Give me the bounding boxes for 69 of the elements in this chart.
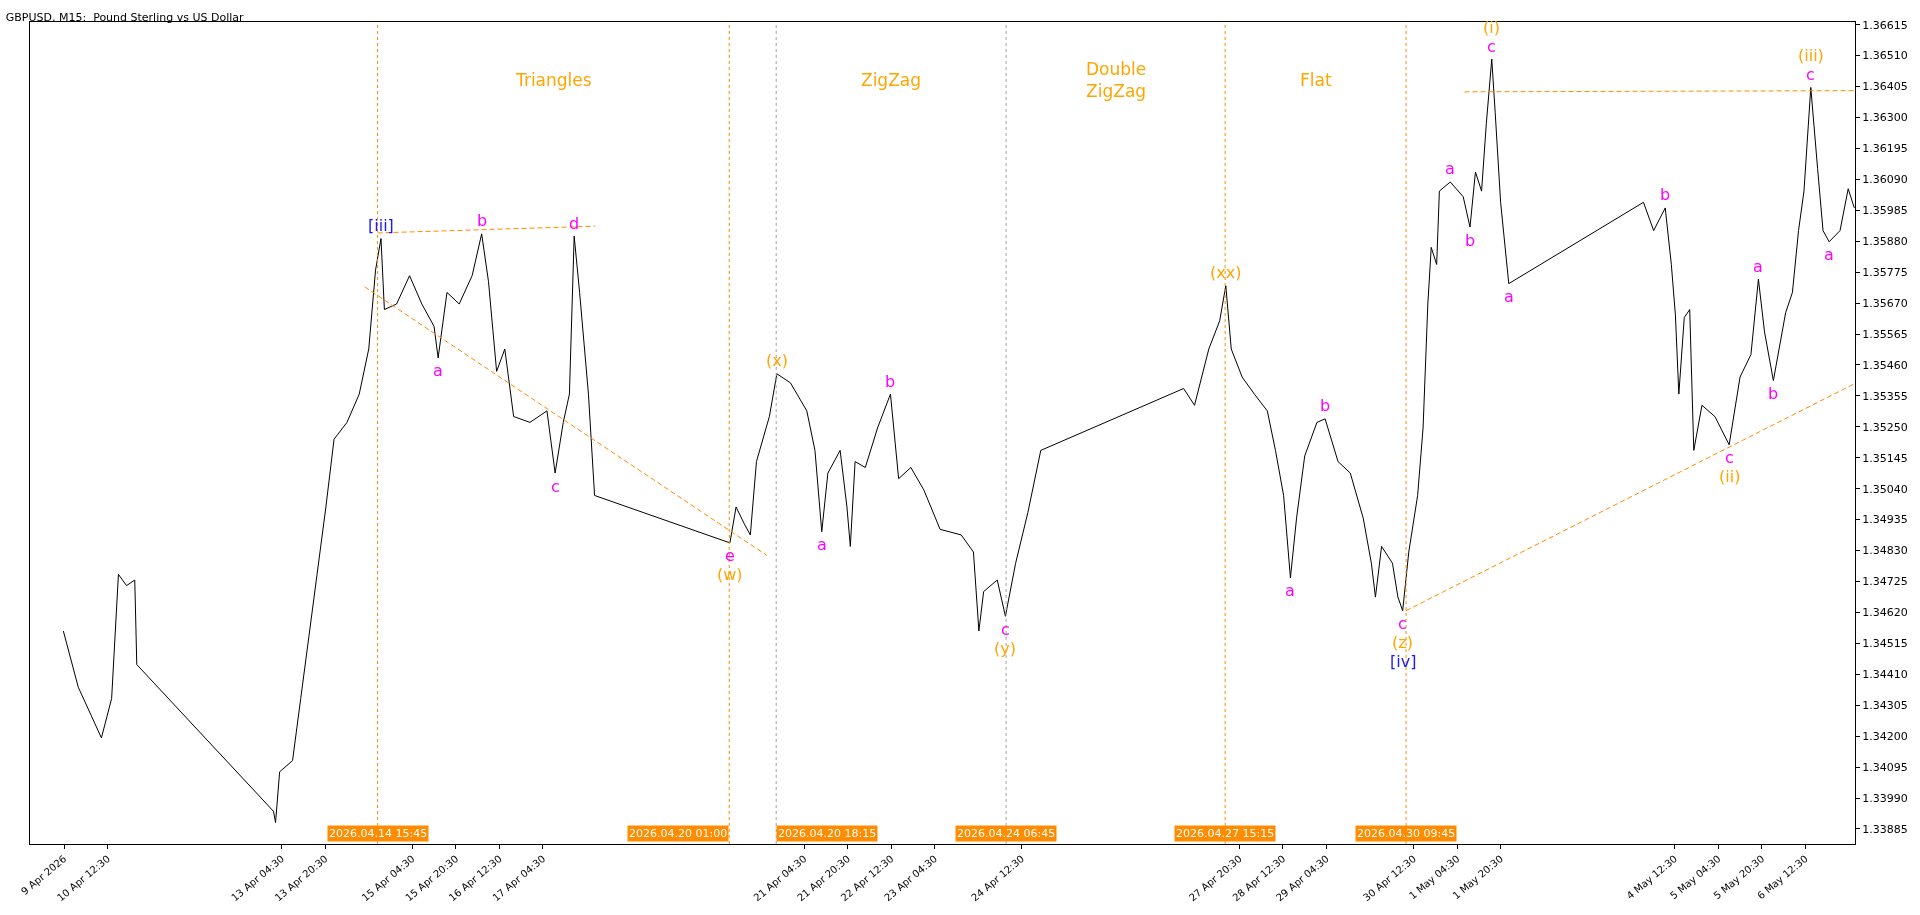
annotation: a: [1285, 581, 1295, 600]
annotation: e: [725, 546, 735, 565]
y-tick-label: 1.34935: [1862, 513, 1908, 527]
y-tick-label: 1.35250: [1862, 420, 1908, 434]
y-tick-label: 1.36615: [1862, 18, 1908, 32]
annotation: (y): [994, 639, 1016, 658]
y-tick-label: 1.34305: [1862, 699, 1908, 713]
annotation: (i): [1483, 18, 1500, 37]
annotation: a: [1824, 245, 1834, 264]
y-tick-label: 1.36300: [1862, 111, 1908, 125]
annotation: b: [1465, 231, 1476, 250]
annotation: (iii): [1798, 46, 1824, 65]
annotation: (ii): [1719, 467, 1741, 486]
annotation: a: [1445, 159, 1455, 178]
y-tick-label: 1.34620: [1862, 606, 1908, 620]
annotation: b: [1660, 185, 1671, 204]
y-tick-label: 1.33990: [1862, 791, 1908, 805]
annotation: a: [1753, 257, 1763, 276]
annotation: b: [1768, 384, 1779, 403]
annotation: Triangles: [515, 70, 592, 90]
y-tick-label: 1.35145: [1862, 451, 1908, 465]
y-tick-label: 1.36090: [1862, 173, 1908, 187]
y-tick-label: 1.34095: [1862, 760, 1908, 774]
annotation: a: [817, 535, 827, 554]
annotation: (z): [1392, 633, 1413, 652]
y-tick-label: 1.36195: [1862, 142, 1908, 156]
y-tick-label: 1.35880: [1862, 235, 1908, 249]
annotation: [iv]: [1390, 652, 1417, 671]
y-tick-label: 1.34200: [1862, 730, 1908, 744]
ref-line-label: 2026.04.27 15:15: [1176, 827, 1275, 840]
annotation: c: [1806, 65, 1815, 84]
annotation: c: [1487, 37, 1496, 56]
annotation: d: [569, 214, 580, 233]
annotation: b: [477, 211, 488, 230]
y-tick-label: 1.34830: [1862, 544, 1908, 558]
y-tick-label: 1.34725: [1862, 575, 1908, 589]
y-tick-label: 1.35040: [1862, 482, 1908, 496]
y-tick-label: 1.35775: [1862, 265, 1908, 279]
y-tick-label: 1.33885: [1862, 822, 1908, 836]
annotation: b: [885, 372, 896, 391]
annotation: Double ZigZag: [1086, 59, 1147, 102]
annotation: a: [433, 361, 443, 380]
ref-line-label: 2026.04.30 09:45: [1357, 827, 1456, 840]
y-tick-label: 1.34515: [1862, 637, 1908, 651]
y-tick-label: 1.35460: [1862, 358, 1908, 372]
annotation: (xx): [1210, 263, 1242, 282]
annotation: b: [1320, 396, 1331, 415]
annotation: ZigZag: [861, 70, 922, 90]
annotation: (w): [717, 565, 743, 584]
y-tick-label: 1.35670: [1862, 296, 1908, 310]
chart-title: GBPUSD, M15: Pound Sterling vs US Dollar: [5, 11, 245, 25]
y-tick-label: 1.34410: [1862, 668, 1908, 682]
ref-line-label: 2026.04.20 18:15: [778, 827, 877, 840]
ref-line-label: 2026.04.20 01:00: [629, 827, 728, 840]
y-tick-label: 1.35565: [1862, 327, 1908, 341]
annotation: [iii]: [368, 216, 394, 235]
annotation: c: [1725, 448, 1734, 467]
y-tick-label: 1.36405: [1862, 80, 1908, 94]
ref-line-label: 2026.04.24 06:45: [957, 827, 1056, 840]
annotation: (x): [766, 351, 788, 370]
annotation: a: [1504, 287, 1514, 306]
annotation: Flat: [1300, 70, 1332, 90]
annotation: c: [1001, 620, 1010, 639]
y-tick-label: 1.35355: [1862, 389, 1908, 403]
annotation: c: [551, 477, 560, 496]
ref-line-label: 2026.04.14 15:45: [329, 827, 428, 840]
y-tick-label: 1.36510: [1862, 49, 1908, 63]
annotation: c: [1398, 614, 1407, 633]
y-tick-label: 1.35985: [1862, 204, 1908, 218]
